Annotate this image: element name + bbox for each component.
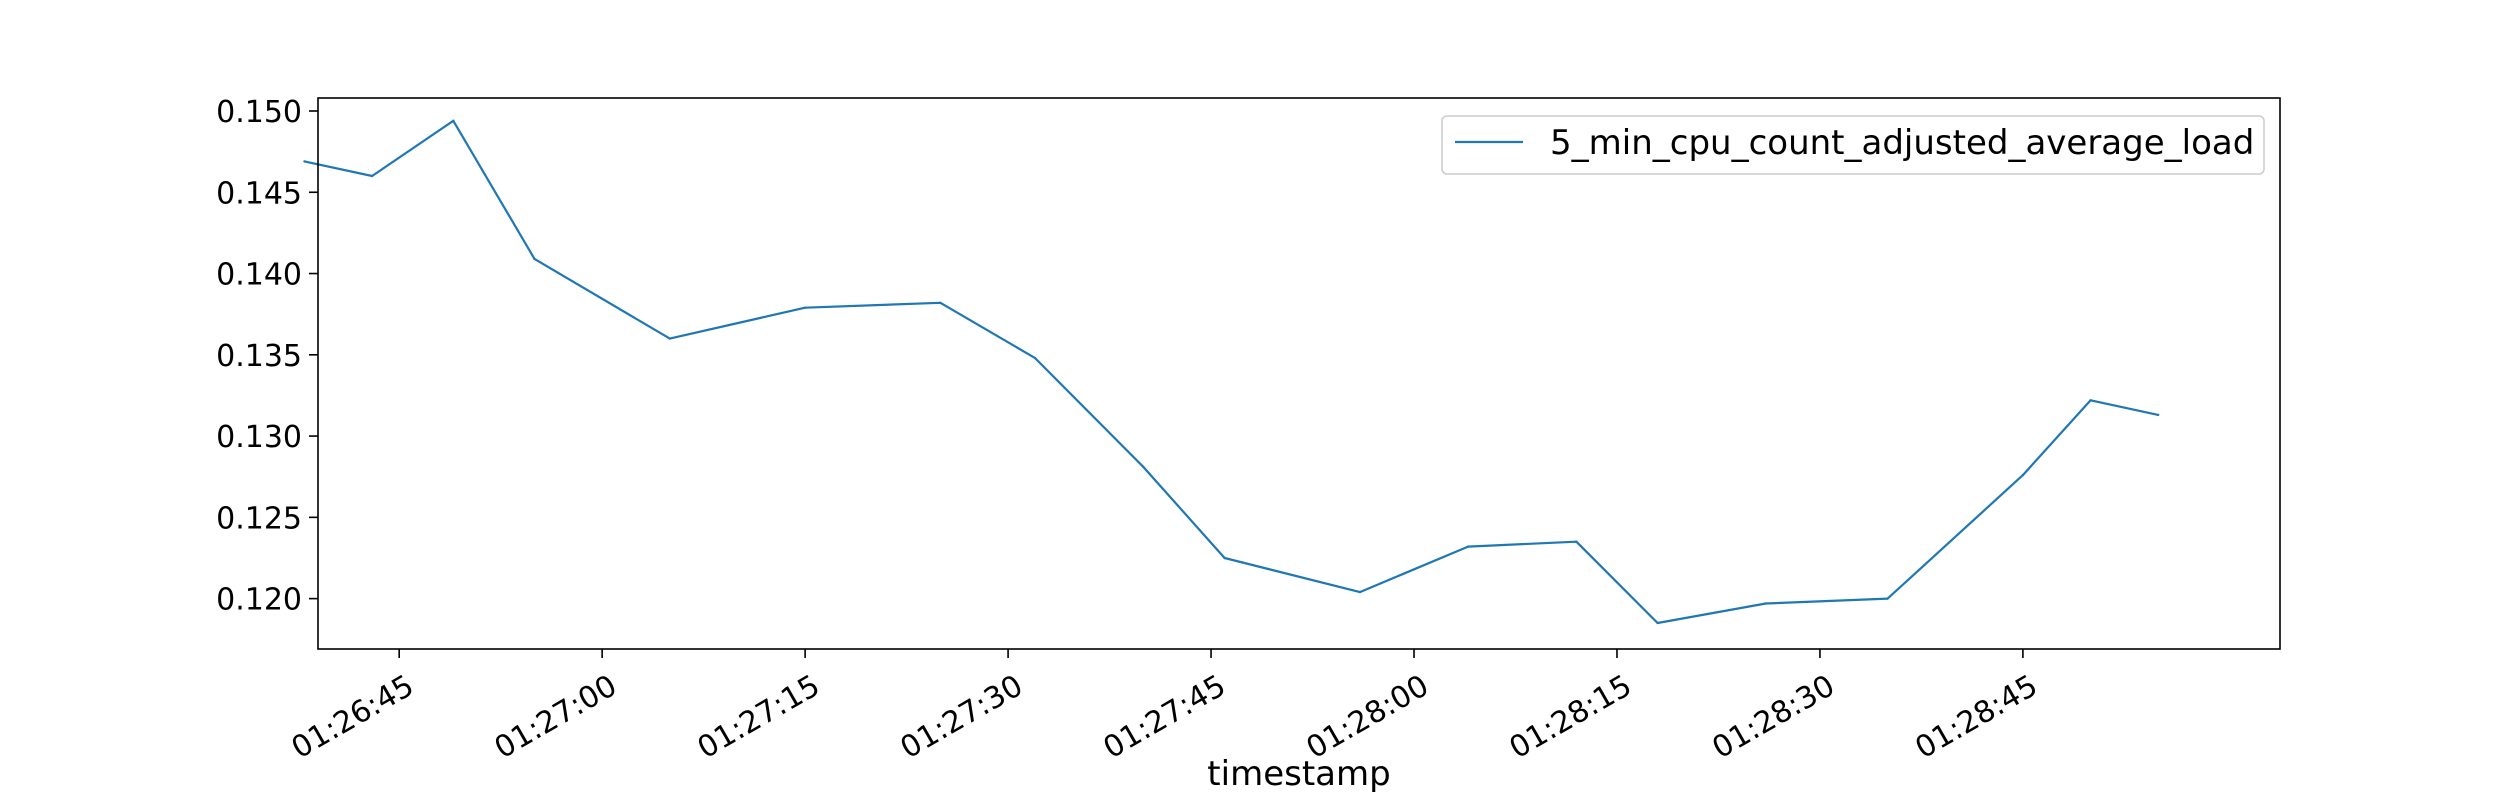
data-point (1575, 540, 1578, 543)
legend-box (1441, 115, 2265, 175)
legend-label: 5_min_cpu_count_adjusted_average_load (1550, 123, 2254, 163)
data-point (1223, 556, 1226, 560)
data-point (2157, 413, 2160, 417)
data-point (668, 337, 671, 340)
y-tick-label: 0.125 (216, 501, 302, 536)
y-tick-label: 0.130 (216, 420, 302, 455)
data-point (1656, 621, 1659, 625)
plot-frame (317, 97, 2281, 650)
y-tick-label: 0.150 (216, 95, 302, 130)
y-axis: 0.120 0.125 0.130 0.135 0.140 0.145 0.150 (216, 95, 318, 618)
data-point (452, 119, 455, 123)
x-axis-title: timestamp (1207, 754, 1390, 794)
data-point (939, 301, 942, 304)
series-layer (303, 119, 2160, 625)
data-point (2021, 473, 2025, 477)
data-point (370, 174, 374, 178)
y-tick-label: 0.140 (216, 258, 302, 293)
data-point (2089, 399, 2092, 402)
data-point (1358, 590, 1362, 594)
data-point (1033, 356, 1037, 360)
data-point (1466, 545, 1470, 548)
data-point (803, 306, 807, 309)
data-point (1886, 597, 1889, 600)
data-point (533, 257, 536, 261)
y-tick-label: 0.145 (216, 176, 302, 211)
y-tick-label: 0.120 (216, 583, 302, 618)
data-point (303, 160, 306, 163)
data-point (1764, 602, 1768, 605)
legend: 5_min_cpu_count_adjusted_average_load (1441, 115, 2265, 175)
data-point (1142, 465, 1145, 469)
y-tick-label: 0.135 (216, 339, 302, 374)
